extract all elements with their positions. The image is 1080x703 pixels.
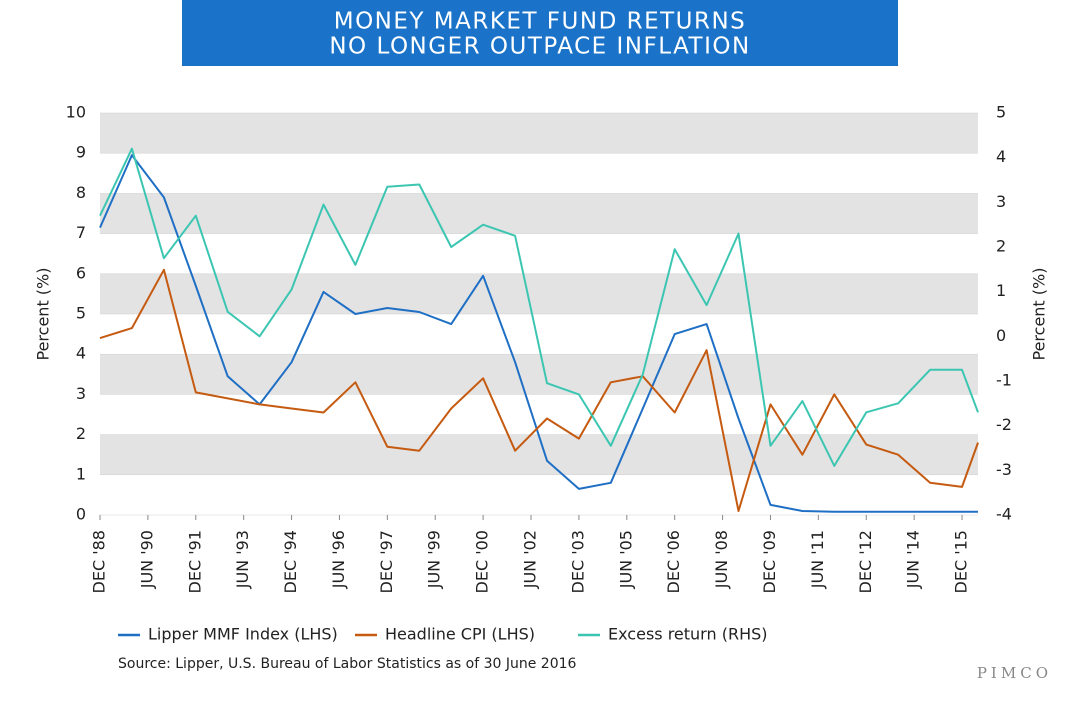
y-tick-label: 5 bbox=[76, 304, 86, 323]
legend: Lipper MMF Index (LHS) Headline CPI (LHS)… bbox=[118, 625, 768, 644]
y-tick-label: 1 bbox=[76, 464, 86, 483]
x-tick-label: JUN '11 bbox=[808, 530, 827, 589]
y2-tick-label: 1 bbox=[996, 281, 1006, 300]
chart-title: NO LONGER OUTPACE INFLATION bbox=[329, 34, 750, 60]
x-tick-label: JUN '96 bbox=[329, 530, 348, 589]
y-tick-label: 9 bbox=[76, 143, 86, 162]
x-tick-label: JUN '90 bbox=[137, 530, 156, 589]
y-tick-label: 2 bbox=[76, 424, 86, 443]
y2-tick-label: 5 bbox=[996, 103, 1006, 122]
x-tick-label: JUN '02 bbox=[521, 530, 540, 589]
grid-band bbox=[100, 113, 978, 154]
y-tick-label: 6 bbox=[76, 263, 86, 282]
brand: PIMCO bbox=[977, 664, 1052, 682]
y2-axis-title: Percent (%) bbox=[1030, 268, 1049, 361]
x-tick-label: JUN '08 bbox=[712, 530, 731, 589]
series-line bbox=[99, 147, 979, 467]
legend-label: Excess return (RHS) bbox=[608, 625, 768, 644]
y2-tick-label: 3 bbox=[996, 192, 1006, 211]
grid-band bbox=[100, 273, 978, 314]
chart-title: MONEY MARKET FUND RETURNS bbox=[334, 9, 747, 35]
x-tick-label: JUN '14 bbox=[904, 530, 923, 589]
y-tick-label: 4 bbox=[76, 344, 86, 363]
x-tick-label: DEC '94 bbox=[281, 530, 300, 593]
grid-band bbox=[100, 193, 978, 234]
plot bbox=[99, 147, 979, 513]
series-line bbox=[99, 268, 979, 512]
y2-tick-label: 0 bbox=[996, 326, 1006, 345]
y-tick-label: 3 bbox=[76, 384, 86, 403]
x-tick-label: DEC '06 bbox=[664, 530, 683, 593]
source-note: Source: Lipper, U.S. Bureau of Labor Sta… bbox=[118, 656, 577, 672]
x-tick-label: DEC '00 bbox=[473, 530, 492, 593]
legend-label: Headline CPI (LHS) bbox=[385, 625, 535, 644]
title-box bbox=[182, 0, 898, 66]
x-tick-label: DEC '97 bbox=[377, 530, 396, 593]
y-tick-label: 7 bbox=[76, 223, 86, 242]
y-tick-label: 8 bbox=[76, 183, 86, 202]
x-tick-label: DEC '09 bbox=[760, 530, 779, 593]
y2-tick-label: -2 bbox=[996, 415, 1012, 434]
series-line bbox=[99, 154, 978, 513]
y2-tick-label: -1 bbox=[996, 371, 1012, 390]
y-tick-label: 0 bbox=[76, 505, 86, 524]
y2-tick-label: -3 bbox=[996, 460, 1012, 479]
grid: 0 1 2 3 4 5 6 7 8 9 10 -4 -3 -2 -1 0 1 2 3 4 5 DEC '88 JUN '90… bbox=[66, 103, 1012, 594]
x-tick-label: JUN '93 bbox=[233, 530, 252, 589]
x-tick-label: DEC '88 bbox=[90, 530, 109, 593]
grid-band bbox=[100, 354, 978, 395]
x-tick-label: DEC '03 bbox=[568, 530, 587, 593]
y-axis-title: Percent (%) bbox=[34, 268, 53, 361]
y-tick-label: 10 bbox=[66, 103, 86, 122]
legend-label: Lipper MMF Index (LHS) bbox=[148, 625, 338, 644]
x-tick-label: DEC '91 bbox=[185, 530, 204, 593]
x-tick-label: JUN '99 bbox=[425, 530, 444, 589]
y2-tick-label: 2 bbox=[996, 237, 1006, 256]
x-tick-label: DEC '15 bbox=[952, 530, 971, 593]
y2-tick-label: 4 bbox=[996, 147, 1006, 166]
x-tick-label: JUN '05 bbox=[616, 530, 635, 589]
grid-band bbox=[100, 434, 978, 475]
y2-tick-label: -4 bbox=[996, 505, 1012, 524]
x-tick-label: DEC '12 bbox=[856, 530, 875, 593]
